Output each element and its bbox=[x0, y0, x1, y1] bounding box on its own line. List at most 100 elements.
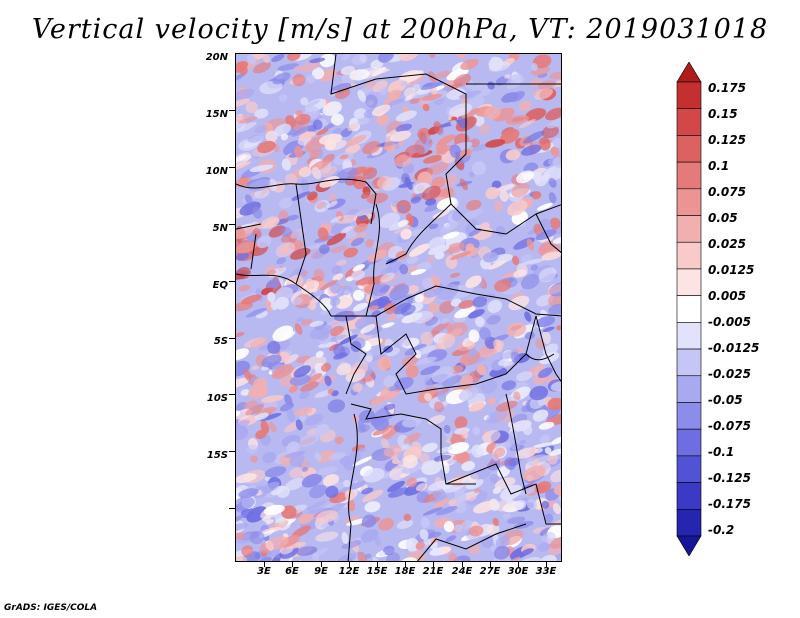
colorbar-bin bbox=[676, 348, 702, 377]
x-tick-mark bbox=[377, 562, 378, 567]
field-blob bbox=[417, 171, 433, 186]
field-blob bbox=[445, 535, 457, 542]
field-blob bbox=[403, 432, 421, 444]
field-blob bbox=[510, 556, 521, 561]
field-blob bbox=[311, 167, 322, 180]
field-blob bbox=[419, 131, 427, 144]
field-blob bbox=[488, 61, 511, 72]
field-blob bbox=[357, 90, 366, 102]
field-blob bbox=[389, 130, 412, 142]
field-blob bbox=[307, 373, 323, 383]
field-blob bbox=[538, 367, 553, 379]
y-tick-label: 15N bbox=[205, 109, 228, 120]
field-blob bbox=[327, 388, 335, 395]
field-blob bbox=[494, 200, 504, 212]
field-blob bbox=[541, 532, 556, 543]
y-tick-label: 20N bbox=[205, 52, 228, 63]
field-blob bbox=[541, 331, 551, 345]
x-tick-mark bbox=[518, 562, 519, 567]
field-blob bbox=[289, 374, 311, 386]
colorbar bbox=[676, 62, 702, 556]
field-blob bbox=[549, 217, 561, 230]
field-blob bbox=[539, 554, 557, 561]
field-blob bbox=[406, 477, 418, 488]
field-blob bbox=[236, 473, 257, 484]
field-blob bbox=[402, 454, 418, 469]
field-blob bbox=[460, 520, 472, 530]
field-blob bbox=[482, 430, 501, 443]
field-blob bbox=[349, 69, 370, 81]
field-blob bbox=[362, 167, 378, 180]
field-blob bbox=[505, 115, 530, 125]
field-blob bbox=[320, 279, 338, 291]
field-blob bbox=[344, 489, 356, 500]
field-blob bbox=[422, 103, 430, 112]
field-blob bbox=[494, 279, 512, 292]
y-tick-mark bbox=[229, 167, 235, 168]
field-blob bbox=[510, 325, 522, 331]
field-blob bbox=[325, 485, 339, 498]
field-blob bbox=[301, 270, 309, 276]
field-blob bbox=[236, 402, 247, 411]
field-blob bbox=[352, 263, 365, 272]
colorbar-bin bbox=[676, 241, 702, 270]
y-tick-mark bbox=[229, 394, 235, 395]
colorbar-bin bbox=[676, 215, 702, 243]
colorbar-bin bbox=[676, 62, 702, 83]
field-blob bbox=[315, 423, 330, 436]
field-blob bbox=[321, 166, 338, 178]
field-blob bbox=[242, 400, 258, 409]
field-blob bbox=[347, 232, 367, 244]
field-blob bbox=[415, 345, 436, 356]
field-blob bbox=[256, 235, 272, 249]
field-blob bbox=[487, 397, 497, 406]
field-blob bbox=[330, 113, 344, 126]
colorbar-bin bbox=[676, 375, 702, 403]
field-blob bbox=[420, 81, 443, 90]
field-blob bbox=[433, 454, 452, 462]
field-blob bbox=[531, 89, 541, 96]
field-blob bbox=[442, 375, 462, 387]
field-blob bbox=[361, 487, 374, 495]
field-blob bbox=[502, 271, 518, 279]
field-blob bbox=[485, 410, 508, 424]
field-blob bbox=[544, 447, 552, 455]
field-blob bbox=[293, 65, 303, 72]
field-blob bbox=[450, 120, 457, 126]
colorbar-label: -0.005 bbox=[708, 315, 751, 329]
field-blob bbox=[547, 293, 561, 307]
field-blob bbox=[473, 500, 497, 514]
field-blob bbox=[427, 244, 450, 255]
field-blob bbox=[315, 510, 338, 523]
field-blob bbox=[499, 189, 509, 202]
field-blob bbox=[339, 154, 349, 160]
field-blob bbox=[297, 433, 320, 447]
field-blob bbox=[405, 365, 419, 378]
field-blob bbox=[236, 114, 250, 122]
field-blob bbox=[286, 214, 299, 221]
field-blob bbox=[280, 226, 292, 238]
field-blob bbox=[320, 310, 330, 315]
field-blob bbox=[380, 438, 390, 450]
field-blob bbox=[296, 546, 318, 556]
field-blob bbox=[552, 137, 561, 148]
field-blob bbox=[404, 344, 427, 356]
x-tick-label: 21E bbox=[422, 566, 444, 577]
field-blob bbox=[275, 242, 296, 258]
field-blob bbox=[329, 334, 347, 341]
field-blob bbox=[410, 268, 426, 276]
field-blob bbox=[534, 88, 553, 100]
field-blob bbox=[398, 205, 405, 212]
field-blob bbox=[336, 553, 357, 561]
field-blob bbox=[551, 79, 561, 88]
field-blob bbox=[547, 453, 559, 465]
field-blob bbox=[251, 54, 267, 60]
field-blob bbox=[494, 441, 511, 450]
field-blob bbox=[352, 289, 365, 301]
field-blob bbox=[316, 128, 329, 136]
field-blob bbox=[393, 224, 411, 234]
field-blob bbox=[559, 494, 561, 503]
field-blob bbox=[467, 348, 478, 357]
field-blob bbox=[379, 551, 386, 557]
field-blob bbox=[240, 389, 251, 396]
